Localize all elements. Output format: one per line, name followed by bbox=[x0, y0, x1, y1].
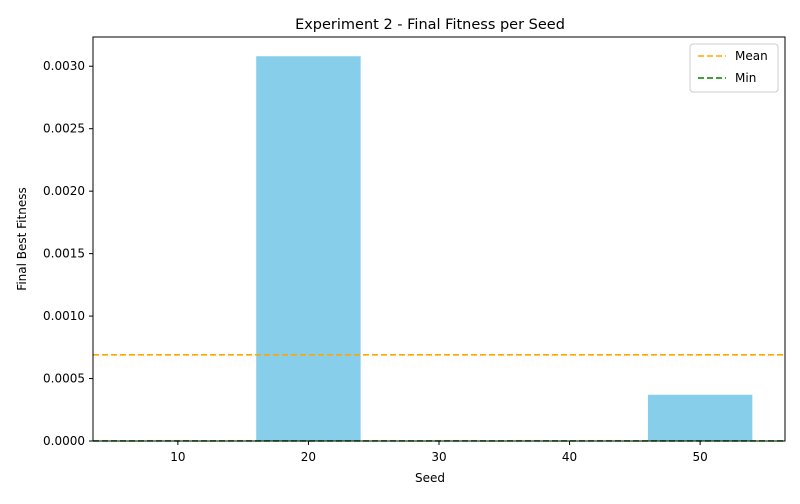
axes-frame bbox=[93, 37, 785, 441]
y-tick-label: 0.0015 bbox=[43, 247, 85, 261]
x-axis-label: Seed bbox=[415, 471, 445, 485]
plot-area: 10 20 30 40 50 0.0000 0.0005 0.0010 0.0015 0.0020… bbox=[43, 37, 785, 464]
y-axis-label: Final Best Fitness bbox=[15, 187, 29, 290]
x-tick-label: 40 bbox=[562, 450, 577, 464]
x-tick-label: 20 bbox=[301, 450, 316, 464]
y-tick-label: 0.0010 bbox=[43, 309, 85, 323]
x-tick-label: 10 bbox=[170, 450, 185, 464]
x-tick-label: 30 bbox=[431, 450, 446, 464]
x-tick-label: 50 bbox=[692, 450, 707, 464]
y-tick-label: 0.0000 bbox=[43, 434, 85, 448]
y-tick-label: 0.0005 bbox=[43, 372, 85, 386]
y-tick-label: 0.0025 bbox=[43, 122, 85, 136]
y-tick-label: 0.0030 bbox=[43, 59, 85, 73]
y-tick-label: 0.0020 bbox=[43, 184, 85, 198]
legend-label-min: Min bbox=[735, 71, 756, 85]
bar-seed-50 bbox=[648, 395, 752, 441]
bar-seed-20 bbox=[256, 56, 360, 441]
chart-title: Experiment 2 - Final Fitness per Seed bbox=[295, 17, 565, 33]
legend-label-mean: Mean bbox=[735, 49, 768, 63]
